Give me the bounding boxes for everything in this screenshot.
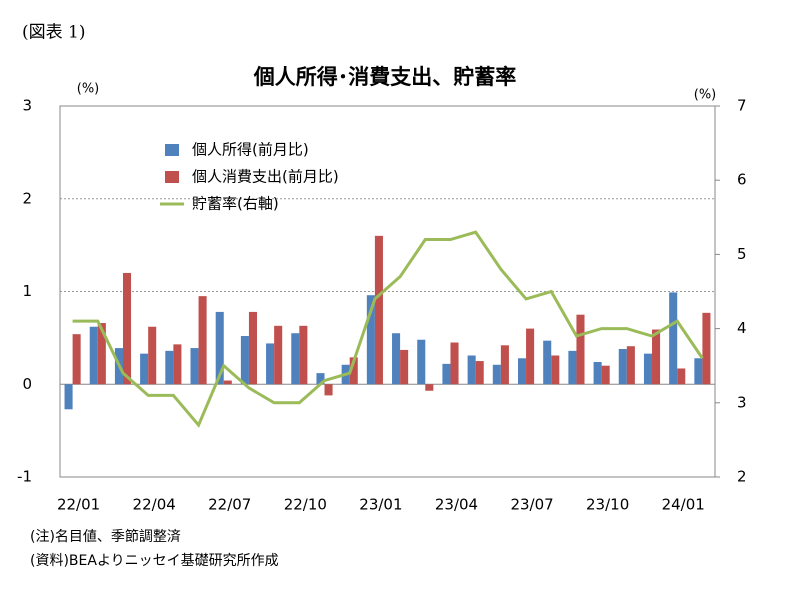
- x-tick-label: 22/10: [284, 496, 327, 514]
- note: (資料)BEAよりニッセイ基礎研究所作成: [30, 552, 279, 569]
- y-tick-label: 3: [22, 97, 32, 115]
- bar: [442, 363, 451, 385]
- x-tick-label: 23/10: [586, 496, 629, 514]
- bar: [400, 349, 409, 385]
- bar: [425, 384, 434, 391]
- bar: [643, 353, 653, 385]
- bar: [450, 342, 459, 385]
- bar: [240, 336, 249, 385]
- bar: [248, 311, 258, 385]
- x-tick-label: 23/01: [359, 496, 402, 514]
- bar: [543, 340, 552, 385]
- note: (注)名目値、季節調整済: [30, 528, 181, 545]
- bar: [593, 361, 602, 385]
- legend-label: 個人消費支出(前月比): [192, 168, 339, 186]
- legend-label: 貯蓄率(右軸): [192, 195, 279, 213]
- chart-title: 個人所得･消費支出、貯蓄率: [253, 65, 517, 89]
- legend-swatch: [165, 171, 179, 183]
- bar: [374, 235, 383, 385]
- bar: [299, 325, 308, 385]
- bar: [467, 355, 476, 385]
- bar: [551, 355, 560, 385]
- figure-label: (図表 1): [22, 23, 85, 43]
- bar: [618, 349, 627, 385]
- bar: [492, 364, 501, 385]
- x-tick-label: 22/07: [208, 496, 251, 514]
- bar: [190, 348, 199, 385]
- bar: [366, 295, 375, 385]
- bar: [266, 343, 275, 385]
- y-unit: (%): [77, 82, 100, 97]
- bar: [89, 326, 98, 385]
- y-tick-label: 2: [22, 189, 32, 207]
- y2-tick-label: 4: [737, 319, 747, 337]
- y2-tick-label: 3: [737, 393, 747, 411]
- bar: [97, 323, 106, 385]
- legend-swatch: [165, 144, 179, 156]
- x-tick-label: 23/04: [435, 496, 478, 514]
- bar: [64, 384, 73, 410]
- bar: [517, 358, 527, 385]
- y2-unit: (%): [694, 88, 717, 103]
- bar: [140, 353, 149, 385]
- plot-frame: [59, 105, 716, 478]
- bar: [568, 350, 577, 385]
- bar: [316, 373, 325, 385]
- y-tick-label: 1: [22, 282, 32, 300]
- y-tick-label: 0: [22, 375, 32, 393]
- bar: [198, 296, 207, 385]
- x-tick-label: 22/04: [133, 496, 176, 514]
- bar: [601, 365, 610, 385]
- bar: [526, 328, 535, 385]
- bar: [274, 325, 283, 385]
- bar: [652, 329, 661, 385]
- bar: [291, 333, 300, 385]
- bar: [324, 384, 333, 396]
- y2-tick-label: 6: [737, 171, 747, 189]
- bar: [122, 272, 132, 385]
- bar: [165, 350, 174, 385]
- bar: [215, 311, 224, 385]
- y2-tick-label: 2: [737, 468, 747, 486]
- bar: [702, 312, 711, 385]
- bar: [72, 334, 81, 385]
- bar: [148, 326, 157, 385]
- bar: [417, 339, 426, 385]
- legend-label: 個人所得(前月比): [192, 141, 309, 159]
- bar: [173, 344, 182, 385]
- x-tick-label: 24/01: [662, 496, 705, 514]
- bar: [576, 314, 585, 385]
- x-tick-label: 23/07: [510, 496, 553, 514]
- y2-tick-label: 5: [737, 245, 747, 263]
- y2-tick-label: 7: [737, 97, 747, 115]
- bar: [392, 333, 401, 385]
- bar: [223, 380, 232, 385]
- bar: [349, 357, 358, 385]
- bar: [626, 346, 635, 385]
- bar: [694, 358, 703, 385]
- x-tick-label: 22/01: [57, 496, 100, 514]
- bar: [677, 368, 686, 385]
- bar: [475, 361, 484, 385]
- bar: [500, 345, 509, 385]
- bar: [669, 292, 678, 385]
- y-tick-label: -1: [17, 468, 32, 486]
- line: [72, 230, 704, 428]
